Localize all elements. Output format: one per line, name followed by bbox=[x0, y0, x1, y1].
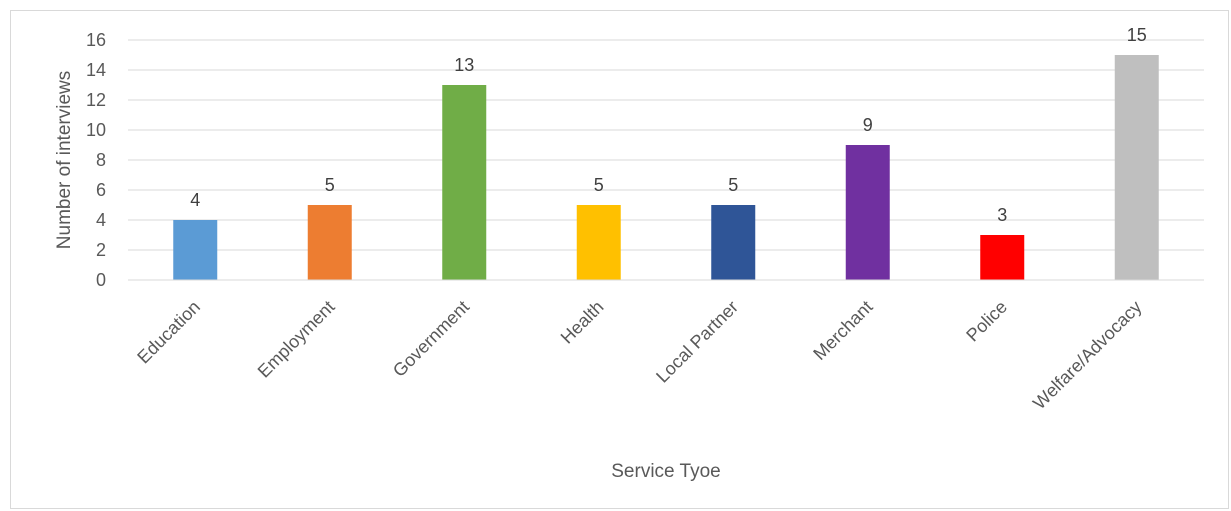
bar bbox=[307, 205, 352, 280]
bar-value-label: 15 bbox=[1127, 25, 1147, 45]
bar-value-label: 4 bbox=[190, 190, 200, 210]
bar-value-label: 5 bbox=[728, 175, 738, 195]
y-tick-label: 0 bbox=[96, 270, 106, 290]
y-tick-label: 2 bbox=[96, 240, 106, 260]
y-tick-label: 4 bbox=[96, 210, 106, 230]
y-axis-title: Number of interviews bbox=[54, 71, 75, 249]
y-tick-label: 10 bbox=[86, 120, 106, 140]
x-tick-label: Employment bbox=[254, 297, 339, 382]
x-tick-label: Local Partner bbox=[652, 297, 742, 387]
bar-value-label: 9 bbox=[863, 115, 873, 135]
bar bbox=[173, 220, 218, 280]
y-tick-label: 12 bbox=[86, 90, 106, 110]
x-axis-title: Service Tyoe bbox=[611, 461, 720, 482]
bar bbox=[1114, 55, 1159, 280]
x-tick-label: Government bbox=[389, 297, 473, 381]
bar bbox=[845, 145, 890, 280]
x-tick-label: Merchant bbox=[809, 297, 876, 364]
data-labels: 4 5 13 5 5 9 3 15 bbox=[190, 25, 1147, 225]
y-tick-label: 8 bbox=[96, 150, 106, 170]
x-tick-label: Health bbox=[557, 297, 608, 348]
x-tick-label: Welfare/Advocacy bbox=[1029, 297, 1145, 413]
bar bbox=[576, 205, 621, 280]
x-tick-label: Police bbox=[962, 297, 1011, 346]
x-tick-label: Education bbox=[133, 297, 204, 368]
y-tick-label: 16 bbox=[86, 30, 106, 50]
bar-value-label: 5 bbox=[594, 175, 604, 195]
y-tick-label: 6 bbox=[96, 180, 106, 200]
x-axis-ticks: Education Employment Government Health Local… bbox=[133, 297, 1145, 413]
bar bbox=[711, 205, 756, 280]
bar bbox=[442, 85, 487, 280]
bars bbox=[173, 55, 1159, 280]
gridlines bbox=[128, 39, 1204, 251]
bar-value-label: 13 bbox=[454, 55, 474, 75]
bar bbox=[980, 235, 1025, 280]
bar-value-label: 3 bbox=[997, 205, 1007, 225]
bar-value-label: 5 bbox=[325, 175, 335, 195]
y-tick-label: 14 bbox=[86, 60, 106, 80]
y-axis-ticks: 0 2 4 6 8 10 12 14 16 bbox=[86, 30, 106, 290]
